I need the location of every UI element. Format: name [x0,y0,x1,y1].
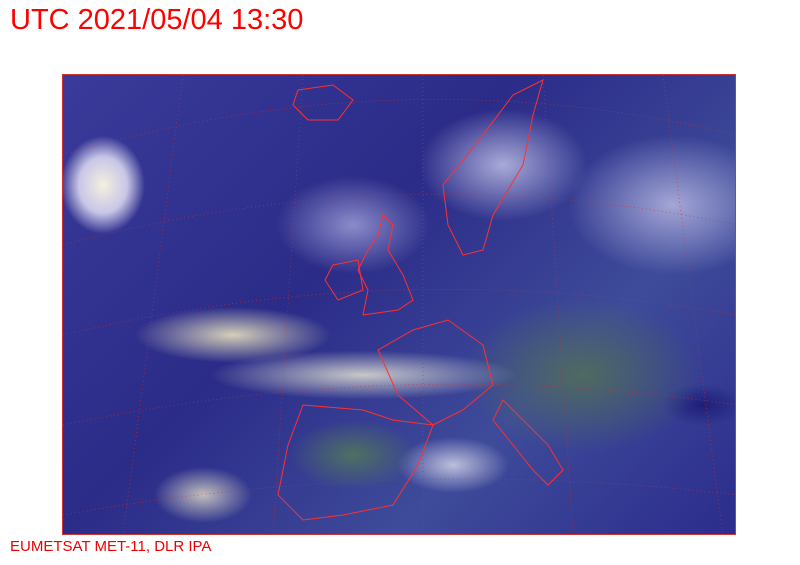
coastline-scandinavia [442,79,544,256]
coastline-france [377,319,494,426]
coastline-ireland [324,259,364,301]
coastline-iceland [292,84,354,121]
coastline-italy [492,399,564,486]
source-credit: EUMETSAT MET-11, DLR IPA [10,538,212,555]
timestamp-title: UTC 2021/05/04 13:30 [10,4,304,36]
coastline-british-isles [357,214,414,316]
satellite-image [62,74,736,535]
coastline-iberia [277,404,434,521]
coastline-overlay [63,75,735,534]
